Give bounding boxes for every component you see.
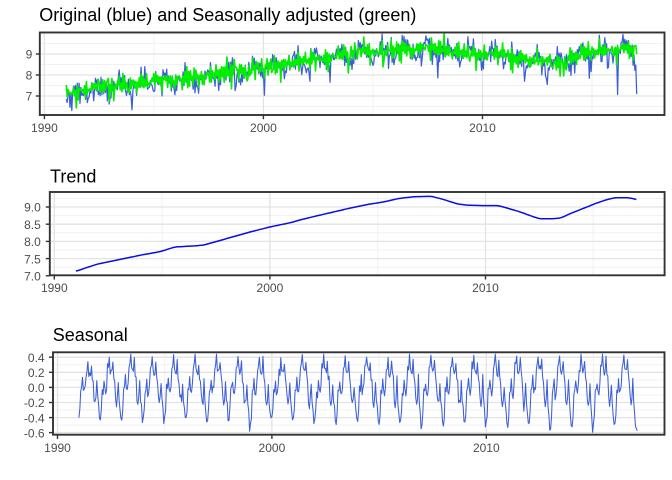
svg-text:8.5: 8.5 [24,218,41,232]
svg-text:7.5: 7.5 [24,252,41,266]
svg-text:Original (blue) and Seasonally: Original (blue) and Seasonally adjusted … [39,5,416,25]
svg-text:9.0: 9.0 [24,201,41,215]
svg-text:Trend: Trend [50,167,96,187]
svg-text:2010: 2010 [473,441,500,455]
svg-text:2000: 2000 [257,281,284,295]
svg-text:Seasonal: Seasonal [53,325,128,345]
svg-text:-0.4: -0.4 [24,411,45,425]
svg-text:0.4: 0.4 [28,351,45,365]
svg-text:2010: 2010 [472,281,499,295]
svg-text:-0.6: -0.6 [24,426,45,440]
svg-text:9: 9 [26,48,33,62]
svg-text:2010: 2010 [469,121,496,135]
svg-text:1990: 1990 [44,441,71,455]
svg-text:0.2: 0.2 [28,366,45,380]
svg-text:7.0: 7.0 [24,270,41,284]
svg-text:8.0: 8.0 [24,235,41,249]
svg-text:1990: 1990 [31,121,58,135]
svg-text:0.0: 0.0 [28,381,45,395]
svg-text:-0.2: -0.2 [24,396,45,410]
svg-text:1990: 1990 [41,281,68,295]
svg-text:2000: 2000 [259,441,286,455]
svg-text:2000: 2000 [250,121,277,135]
svg-text:8: 8 [26,69,33,83]
svg-text:7: 7 [26,90,33,104]
